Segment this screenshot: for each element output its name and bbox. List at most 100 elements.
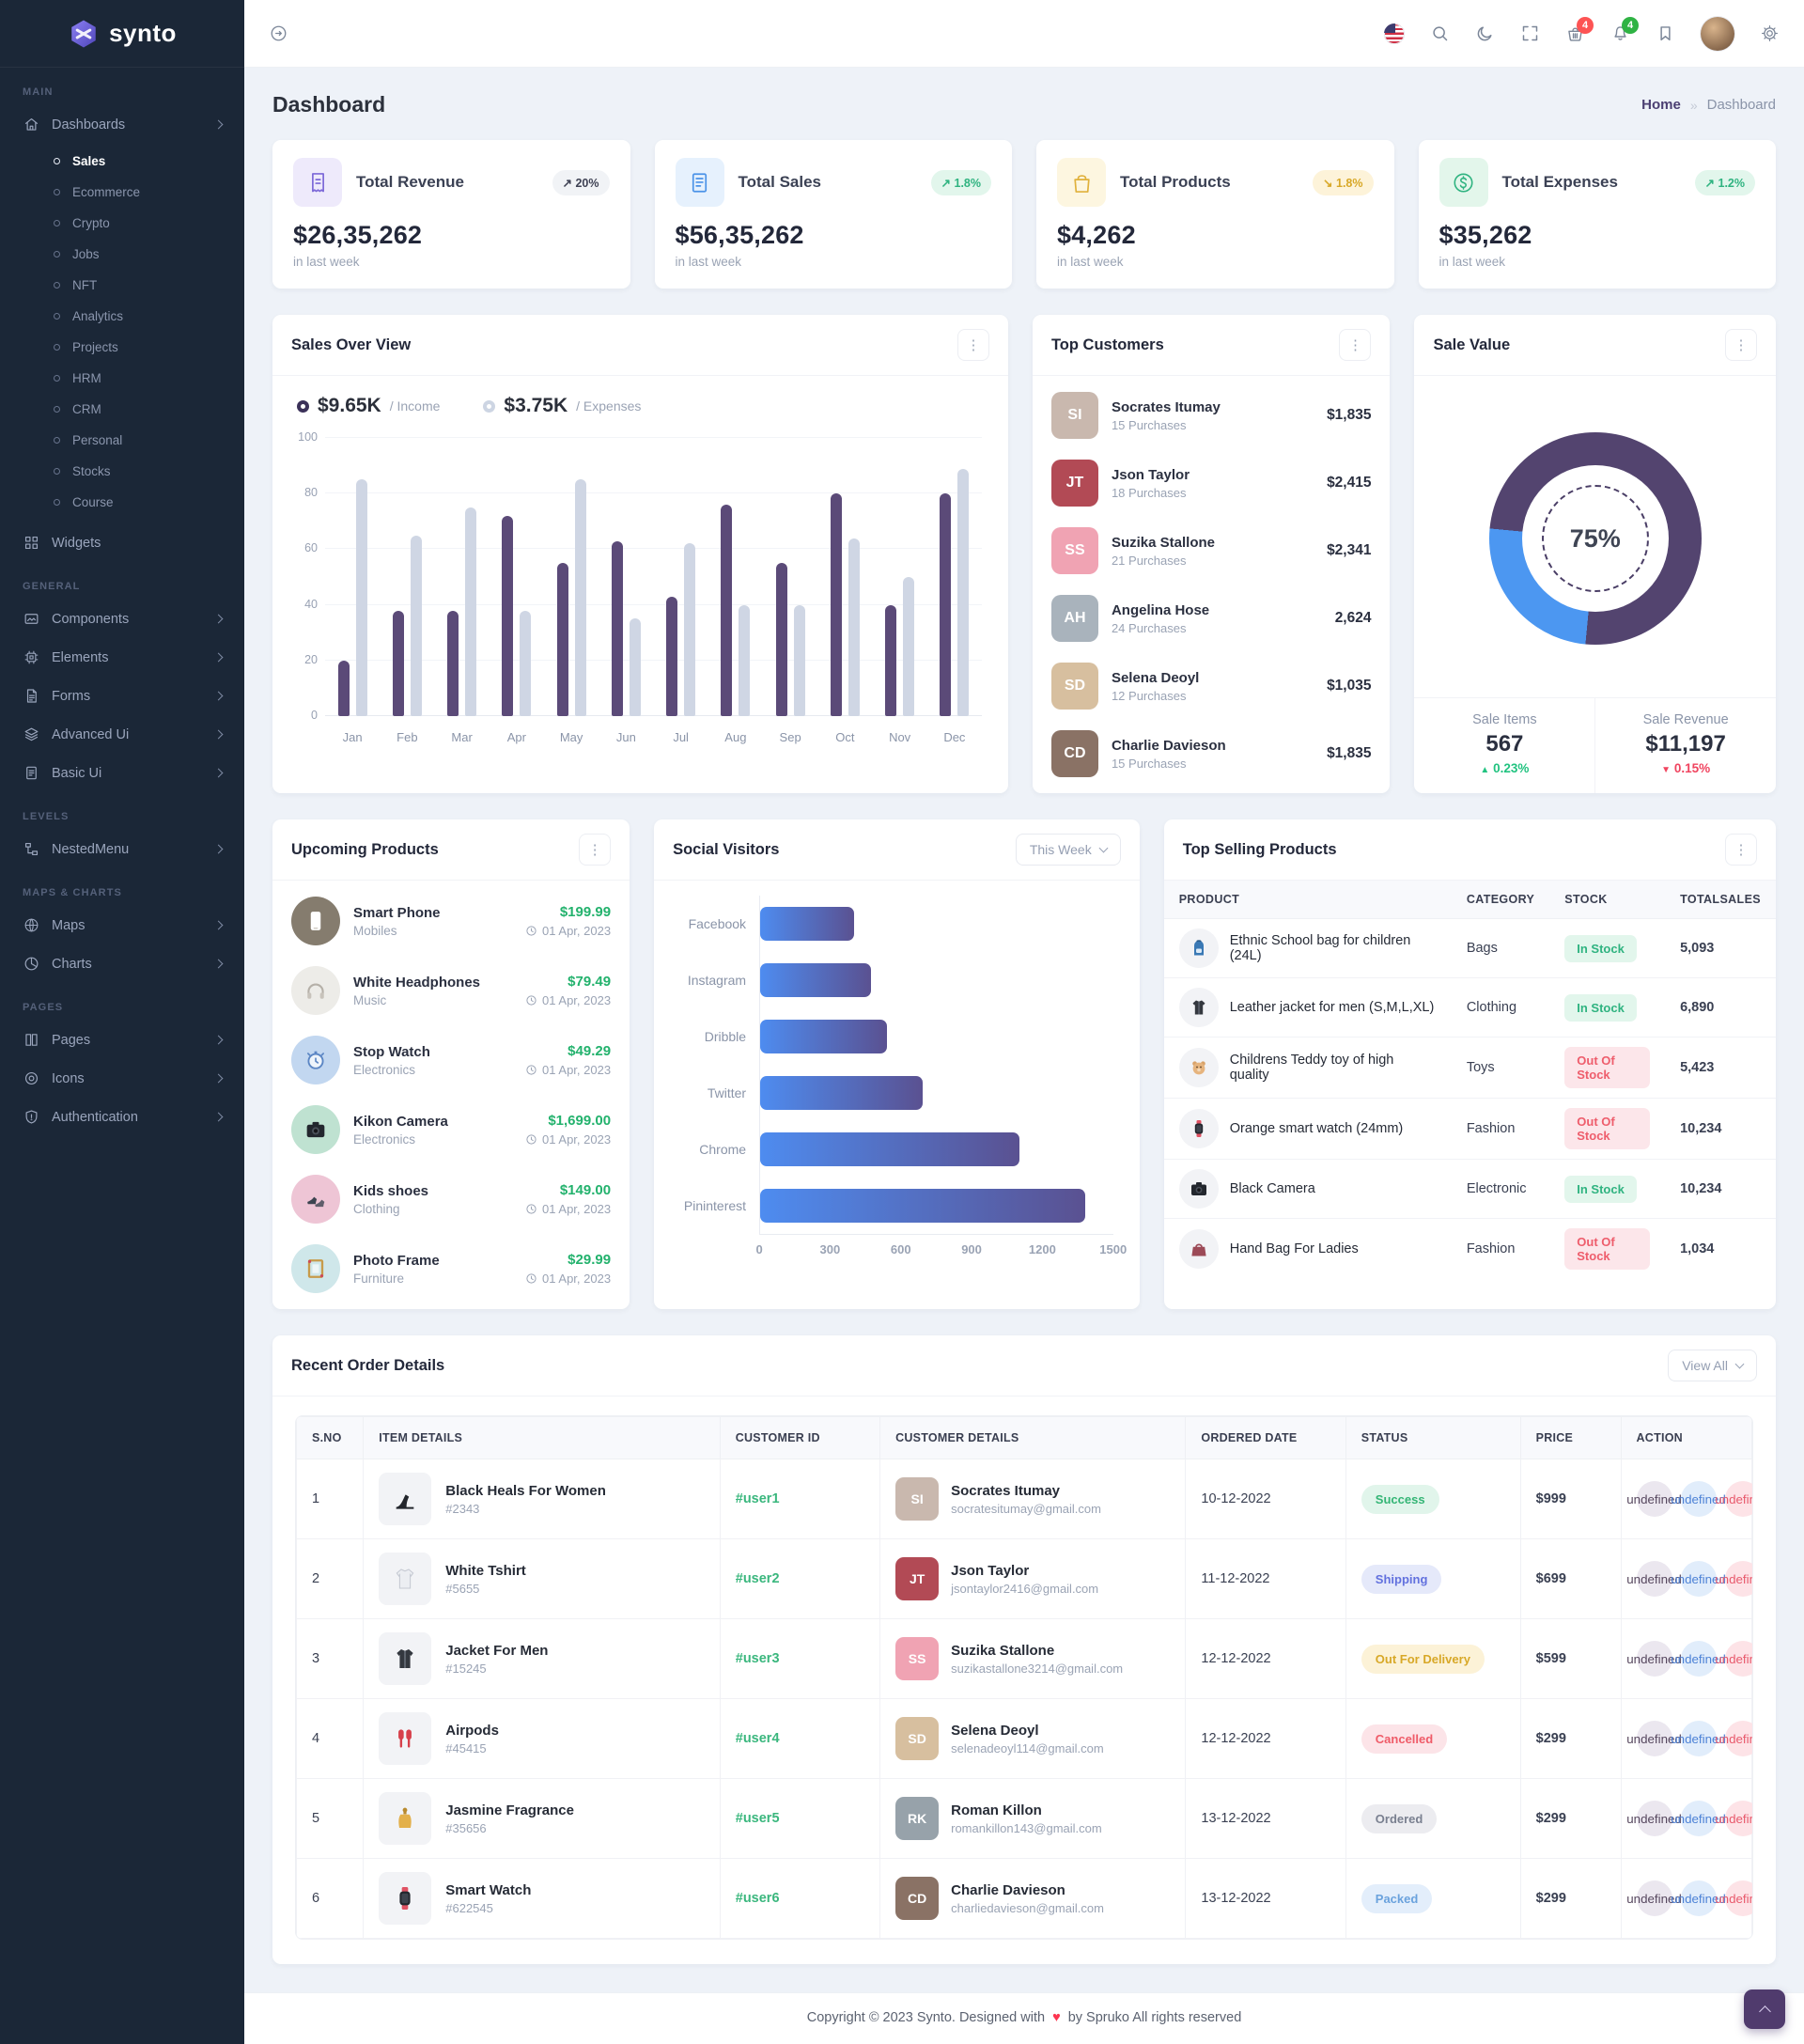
x-axis-tick-label: Jan bbox=[342, 730, 363, 744]
top-customers-menu-button[interactable]: ⋮ bbox=[1339, 329, 1372, 361]
profile-menu-button[interactable] bbox=[1701, 16, 1734, 51]
sidebar-subitem-hrm[interactable]: HRM bbox=[0, 363, 244, 394]
table-row: Childrens Teddy toy of high quality Toys O… bbox=[1163, 1037, 1776, 1099]
y-axis-tick-label: 20 bbox=[304, 652, 318, 666]
sidebar-item-pages[interactable]: Pages bbox=[0, 1021, 244, 1059]
delete-order-button[interactable]: undefined bbox=[1715, 1561, 1752, 1597]
photo-frame-icon bbox=[291, 1244, 340, 1293]
view-all-dropdown[interactable]: View All bbox=[1668, 1350, 1757, 1381]
search-button[interactable] bbox=[1430, 23, 1450, 43]
bar-group-jul: Jul bbox=[654, 438, 708, 744]
page-header: Dashboard Home » Dashboard bbox=[272, 92, 1776, 117]
item-cell: Black Heals For Women #2343 bbox=[363, 1459, 721, 1539]
delete-order-button[interactable]: undefined bbox=[1715, 1721, 1752, 1756]
view-order-button[interactable]: undefined bbox=[1626, 1481, 1682, 1517]
sidebar-subitem-crm[interactable]: CRM bbox=[0, 394, 244, 425]
sidebar-subitem-projects[interactable]: Projects bbox=[0, 332, 244, 363]
sidebar-subitem-ecommerce[interactable]: Ecommerce bbox=[0, 177, 244, 208]
view-order-button[interactable]: undefined bbox=[1626, 1561, 1682, 1597]
sidebar-subitem-stocks[interactable]: Stocks bbox=[0, 456, 244, 487]
customer-id-link[interactable]: #user2 bbox=[735, 1571, 780, 1586]
footer-text: by Spruko All rights reserved bbox=[1067, 2010, 1242, 2025]
sidebar-subitem-sales[interactable]: Sales bbox=[0, 146, 244, 177]
bar-group-nov: Nov bbox=[873, 438, 927, 744]
fullscreen-button[interactable] bbox=[1520, 23, 1540, 43]
sidebar-item-basic-ui[interactable]: Basic Ui bbox=[0, 754, 244, 792]
edit-order-button[interactable]: undefined bbox=[1671, 1641, 1726, 1677]
totalsales-cell: 1,034 bbox=[1680, 1241, 1715, 1256]
sidebar-item-icons[interactable]: Icons bbox=[0, 1059, 244, 1098]
sidebar-item-dashboards[interactable]: Dashboards bbox=[0, 105, 244, 144]
clock-icon bbox=[525, 1064, 537, 1076]
sidebar-item-maps[interactable]: Maps bbox=[0, 906, 244, 944]
sidebar-item-nestedmenu[interactable]: NestedMenu bbox=[0, 830, 244, 868]
bar-group-aug: Aug bbox=[708, 438, 763, 744]
delete-order-button[interactable]: undefined bbox=[1715, 1801, 1752, 1836]
dark-mode-button[interactable] bbox=[1475, 23, 1495, 43]
customer-id-link[interactable]: #user1 bbox=[735, 1491, 780, 1506]
sale-value-menu-button[interactable]: ⋮ bbox=[1725, 329, 1757, 361]
item: Jasmine Fragrance #35656 bbox=[379, 1792, 705, 1845]
edit-order-button[interactable]: undefined bbox=[1671, 1721, 1726, 1756]
product-cell: Leather jacket for men (S,M,L,XL) bbox=[1163, 977, 1452, 1038]
stat-card-badge: ↗ 1.8% bbox=[930, 169, 991, 195]
sidebar-subitem-analytics[interactable]: Analytics bbox=[0, 301, 244, 332]
edit-order-button[interactable]: undefined bbox=[1671, 1880, 1726, 1916]
cart-button[interactable]: 4 bbox=[1565, 17, 1594, 43]
customer-id-link[interactable]: #user3 bbox=[735, 1651, 780, 1666]
sidebar-subitem-nft[interactable]: NFT bbox=[0, 270, 244, 301]
brand-logo[interactable]: synto bbox=[0, 0, 244, 68]
top-selling-menu-button[interactable]: ⋮ bbox=[1725, 834, 1757, 866]
sidebar-subitem-crypto[interactable]: Crypto bbox=[0, 208, 244, 239]
sidebar-item-charts[interactable]: Charts bbox=[0, 944, 244, 983]
sidebar-item-authentication[interactable]: Authentication bbox=[0, 1098, 244, 1136]
scroll-to-top-button[interactable] bbox=[1744, 1989, 1785, 2029]
breadcrumb-home-link[interactable]: Home bbox=[1641, 97, 1681, 113]
sale-value-donut-chart: 75% bbox=[1488, 432, 1702, 645]
customer-avatar: SI bbox=[1050, 392, 1098, 439]
customer-name: Angelina Hose bbox=[1111, 601, 1210, 618]
sidebar-toggle-button[interactable] bbox=[269, 23, 288, 43]
edit-order-button[interactable]: undefined bbox=[1671, 1801, 1726, 1836]
bullet-icon bbox=[54, 406, 60, 413]
product-name: Orange smart watch (24mm) bbox=[1229, 1121, 1404, 1136]
social-visitors-filter-dropdown[interactable]: This Week bbox=[1015, 834, 1121, 866]
perfume-icon bbox=[379, 1792, 432, 1845]
view-order-button[interactable]: undefined bbox=[1626, 1801, 1682, 1836]
sales-overview-menu-button[interactable]: ⋮ bbox=[956, 329, 989, 361]
view-order-button[interactable]: undefined bbox=[1626, 1721, 1682, 1756]
upcoming-products-menu-button[interactable]: ⋮ bbox=[579, 834, 612, 866]
social-label: Twitter bbox=[707, 1085, 747, 1100]
top-customers-header: Top Customers ⋮ bbox=[1032, 315, 1391, 376]
chart-gridlines bbox=[325, 437, 982, 716]
sidebar-item-components[interactable]: Components bbox=[0, 600, 244, 638]
delete-order-button[interactable]: undefined bbox=[1715, 1880, 1752, 1916]
bookmark-button[interactable] bbox=[1656, 23, 1675, 43]
notifications-button[interactable]: 4 bbox=[1610, 17, 1639, 43]
customer-id-cell: #user5 bbox=[719, 1778, 881, 1859]
view-order-button[interactable]: undefined bbox=[1626, 1880, 1682, 1916]
customer-email: charliedavieson@gmail.com bbox=[951, 1900, 1104, 1915]
language-flag-button[interactable] bbox=[1384, 23, 1405, 44]
sidebar-subitem-personal[interactable]: Personal bbox=[0, 425, 244, 456]
item: White Tshirt #5655 bbox=[379, 1553, 705, 1605]
sidebar-item-advanced-ui[interactable]: Advanced Ui bbox=[0, 715, 244, 754]
sidebar-item-forms[interactable]: Forms bbox=[0, 677, 244, 715]
bar-group-apr: Apr bbox=[490, 438, 544, 744]
sidebar-subitem-jobs[interactable]: Jobs bbox=[0, 239, 244, 270]
settings-button[interactable] bbox=[1760, 23, 1780, 43]
sidebar-item-elements[interactable]: Elements bbox=[0, 638, 244, 677]
view-order-button[interactable]: undefined bbox=[1626, 1641, 1682, 1677]
sidebar-item-widgets[interactable]: Widgets bbox=[0, 523, 244, 562]
product-name: Kikon Camera bbox=[353, 1113, 448, 1130]
customer-id-link[interactable]: #user4 bbox=[735, 1731, 780, 1746]
customer-info: Charlie Davieson 15 Purchases bbox=[1112, 738, 1314, 771]
delete-order-button[interactable]: undefined bbox=[1715, 1481, 1752, 1517]
pages-icon bbox=[23, 1031, 40, 1049]
edit-order-button[interactable]: undefined bbox=[1671, 1561, 1726, 1597]
customer-id-link[interactable]: #user6 bbox=[735, 1891, 780, 1906]
sidebar-subitem-course[interactable]: Course bbox=[0, 487, 244, 518]
edit-order-button[interactable]: undefined bbox=[1671, 1481, 1726, 1517]
customer-id-link[interactable]: #user5 bbox=[735, 1811, 780, 1826]
delete-order-button[interactable]: undefined bbox=[1715, 1641, 1752, 1677]
